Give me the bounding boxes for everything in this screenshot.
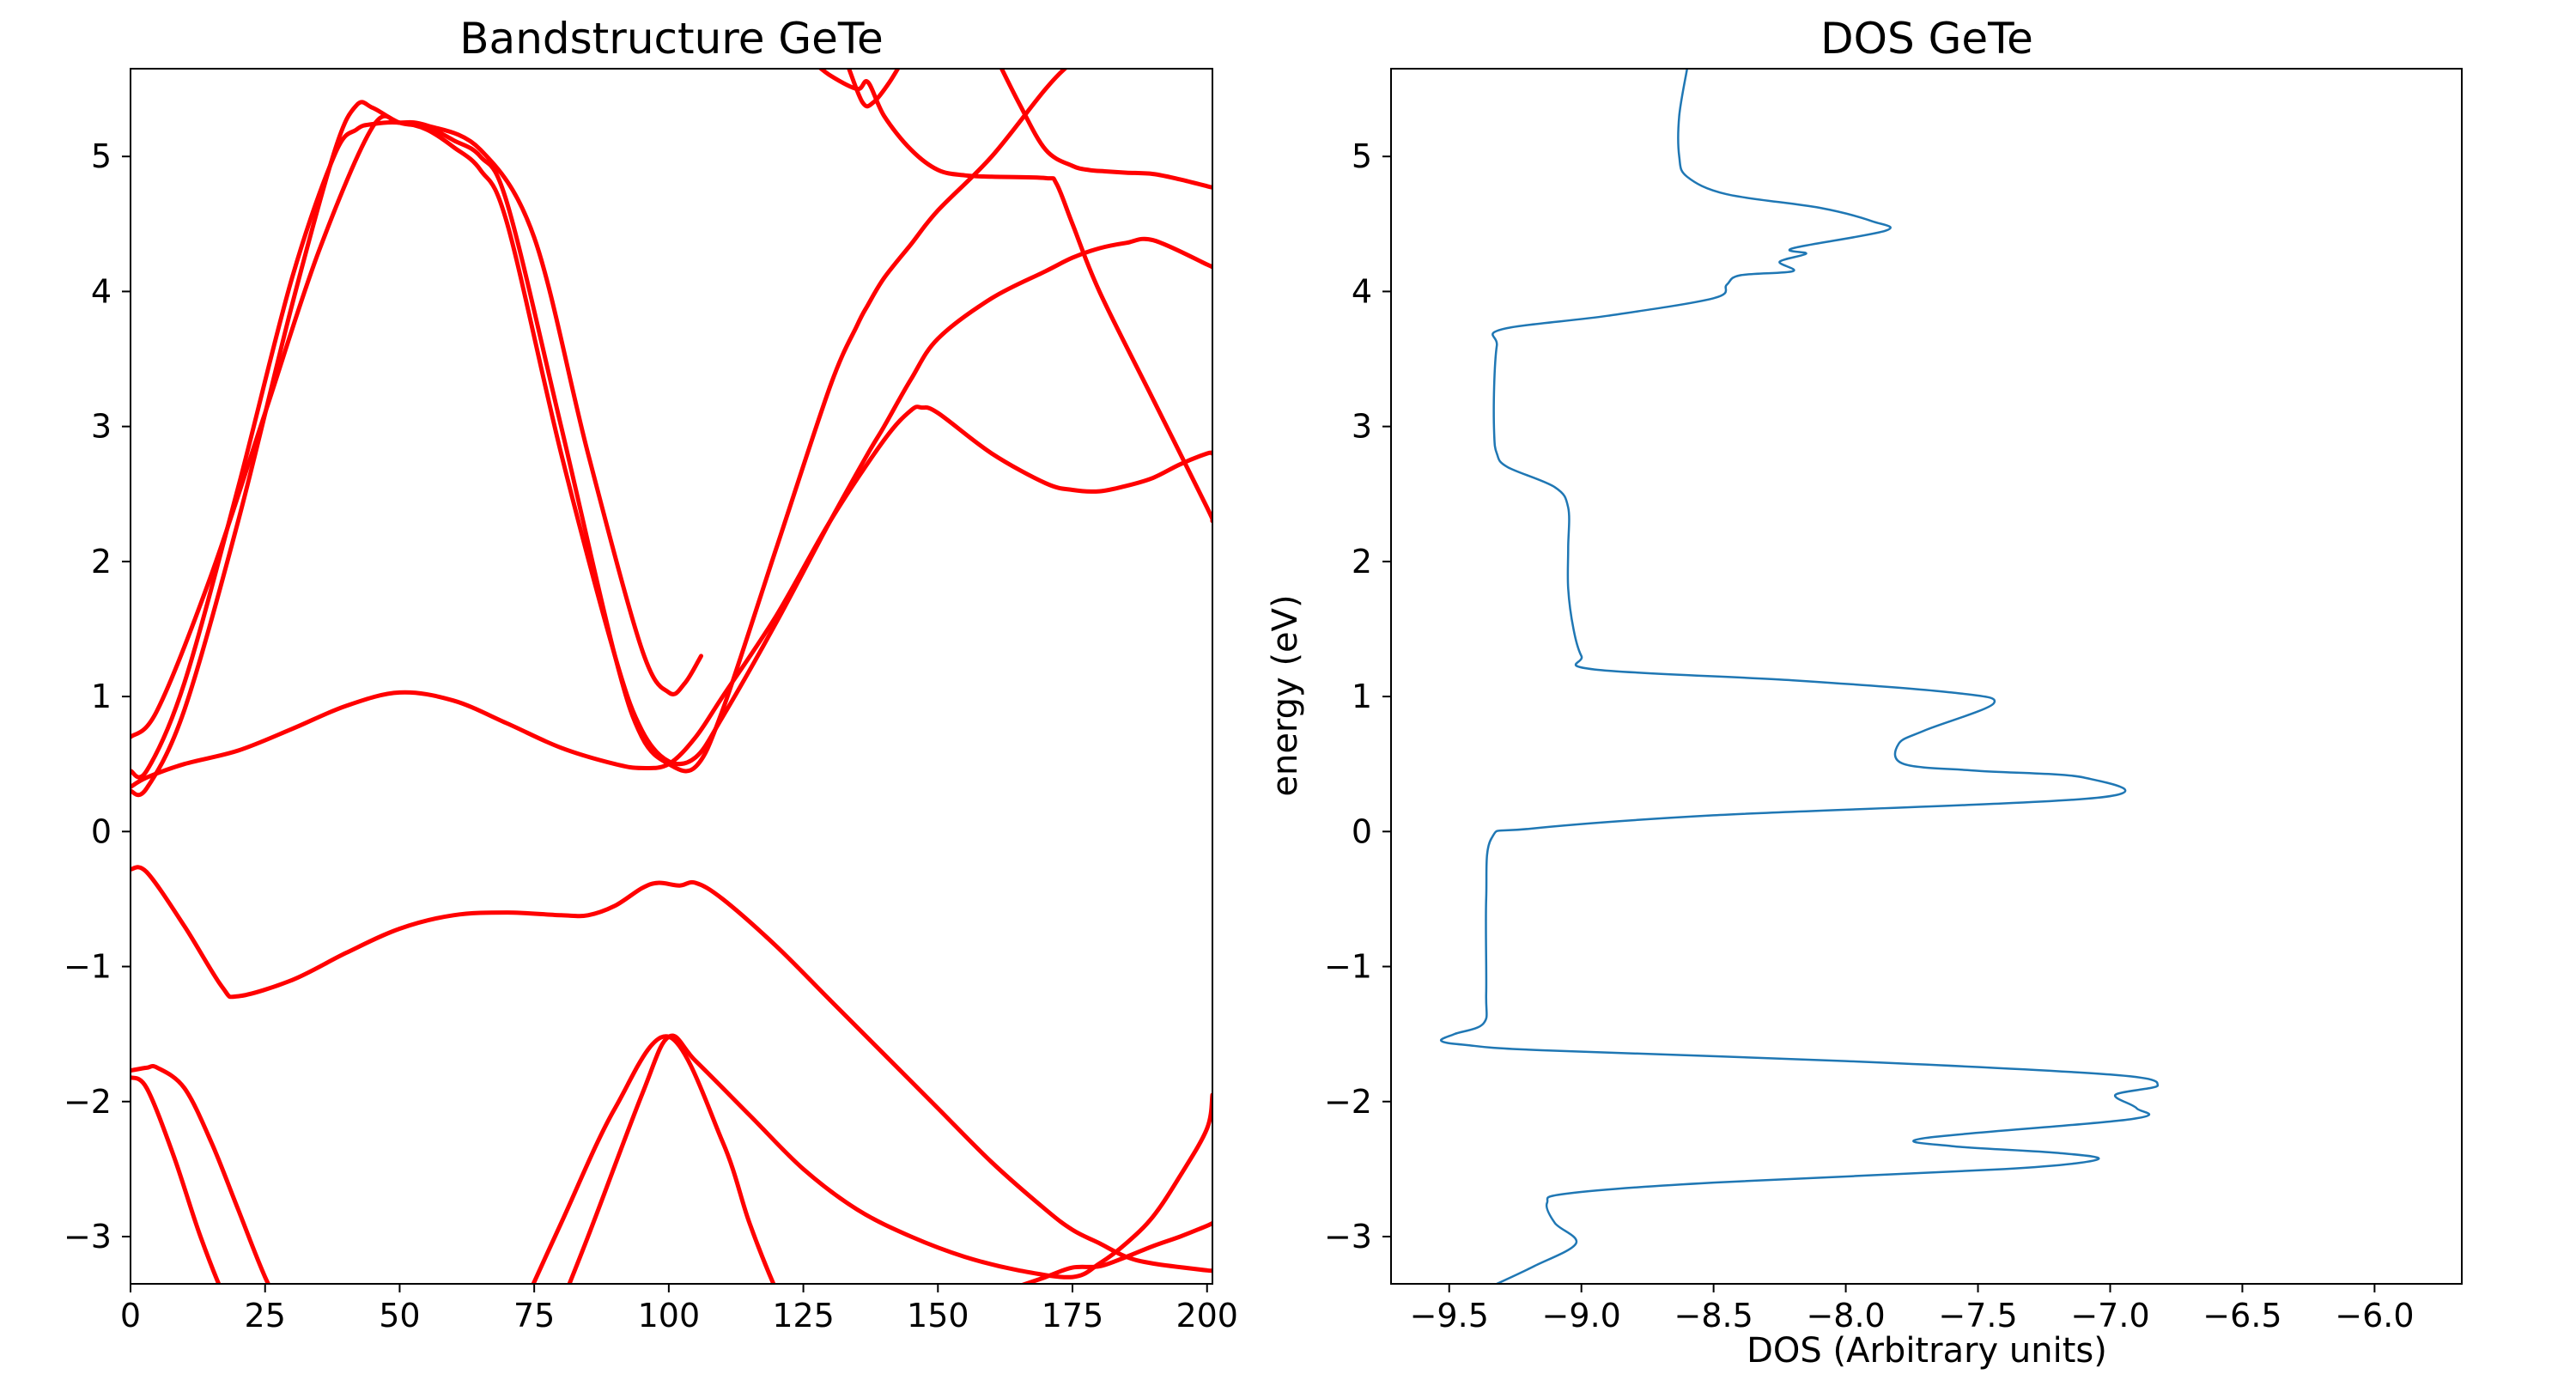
band-line-12 (567, 1033, 1212, 1284)
band-line-7 (999, 69, 1212, 190)
dos-x-tick-label: −6.0 (2335, 1297, 2414, 1334)
bandstructure-y-tick-label: 1 (91, 678, 112, 715)
band-line-8 (131, 865, 1212, 1274)
dos-x-tick-label: −6.5 (2202, 1297, 2281, 1334)
dos-y-tick-label: −1 (1324, 948, 1372, 986)
dos-y-tick-label: 5 (1352, 137, 1372, 175)
bandstructure-y-tick-label: 3 (91, 408, 112, 446)
band-line-9 (131, 1064, 271, 1284)
band-line-10 (131, 1075, 222, 1284)
bandstructure-title: Bandstructure GeTe (459, 14, 883, 64)
bandstructure-y-tick-label: −2 (64, 1083, 112, 1121)
bandstructure-x-tick-label: 200 (1176, 1297, 1238, 1334)
bandstructure-x-tick-label: 150 (907, 1297, 969, 1334)
dos-y-tick-label: 1 (1352, 678, 1372, 715)
bandstructure-x-tick-label: 175 (1042, 1297, 1104, 1334)
dos-axes-frame (1390, 68, 2463, 1285)
bandstructure-axes-frame (130, 68, 1213, 1285)
bandstructure-panel: Bandstructure GeTe 0 25 50 75 100 125 150 175 20… (64, 14, 1238, 1334)
bandstructure-y-tick-label: 5 (91, 137, 112, 175)
band-line-4 (131, 404, 1212, 789)
dos-panel: DOS GeTe −9.5 −9.0 −8.5 −8.0 −7.5 −7.0 −6.5 −6.… (1266, 14, 2463, 1371)
band-line-3 (131, 113, 703, 739)
bandstructure-x-tick-label: 125 (772, 1297, 835, 1334)
dos-x-ticks: −9.5 −9.0 −8.5 −8.0 −7.5 −7.0 −6.5 −6.0 (1410, 1284, 2415, 1334)
dos-x-tick-label: −9.5 (1410, 1297, 1489, 1334)
dos-y-ticks: −3 −2 −1 0 1 2 3 4 5 (1324, 137, 1391, 1255)
bandstructure-bands (131, 69, 1212, 1284)
bandstructure-x-tick-label: 75 (513, 1297, 555, 1334)
dos-curve-group (1439, 69, 2160, 1284)
dos-x-tick-label: −9.0 (1542, 1297, 1621, 1334)
bandstructure-x-tick-label: 100 (638, 1297, 701, 1334)
dos-y-tick-label: −2 (1324, 1083, 1372, 1121)
band-line-13 (1018, 1220, 1212, 1284)
dos-x-tick-label: −7.0 (2070, 1297, 2149, 1334)
bandstructure-y-ticks: −3 −2 −1 0 1 2 3 4 5 (64, 137, 131, 1255)
band-line-11 (531, 1034, 776, 1284)
dos-y-tick-label: 3 (1352, 408, 1372, 446)
band-line-1 (131, 69, 1068, 798)
dos-y-tick-label: 2 (1352, 543, 1372, 581)
dos-y-tick-label: 4 (1352, 272, 1372, 310)
dos-x-tick-label: −8.5 (1674, 1297, 1753, 1334)
bandstructure-x-tick-label: 0 (120, 1297, 141, 1334)
dos-y-tick-label: 0 (1352, 812, 1372, 850)
dos-curve (1439, 69, 2160, 1284)
dos-x-tick-label: −8.0 (1806, 1297, 1885, 1334)
band-line-2 (131, 120, 1212, 780)
bandstructure-y-tick-label: 0 (91, 812, 112, 850)
bandstructure-x-ticks: 0 25 50 75 100 125 150 175 200 (120, 1284, 1238, 1334)
bandstructure-y-tick-label: 2 (91, 543, 112, 581)
band-line-6 (847, 69, 901, 109)
dos-title: DOS GeTe (1820, 14, 2033, 64)
bandstructure-x-tick-label: 50 (379, 1297, 420, 1334)
dos-y-tick-label: −3 (1324, 1218, 1372, 1255)
dos-y-axis-label: energy (eV) (1266, 594, 1305, 796)
bandstructure-y-tick-label: −3 (64, 1218, 112, 1255)
dos-x-tick-label: −7.5 (1938, 1297, 2017, 1334)
bandstructure-y-tick-label: 4 (91, 272, 112, 310)
dos-x-axis-label: DOS (Arbitrary units) (1747, 1331, 2107, 1371)
bandstructure-x-tick-label: 25 (245, 1297, 286, 1334)
bandstructure-y-tick-label: −1 (64, 948, 112, 986)
